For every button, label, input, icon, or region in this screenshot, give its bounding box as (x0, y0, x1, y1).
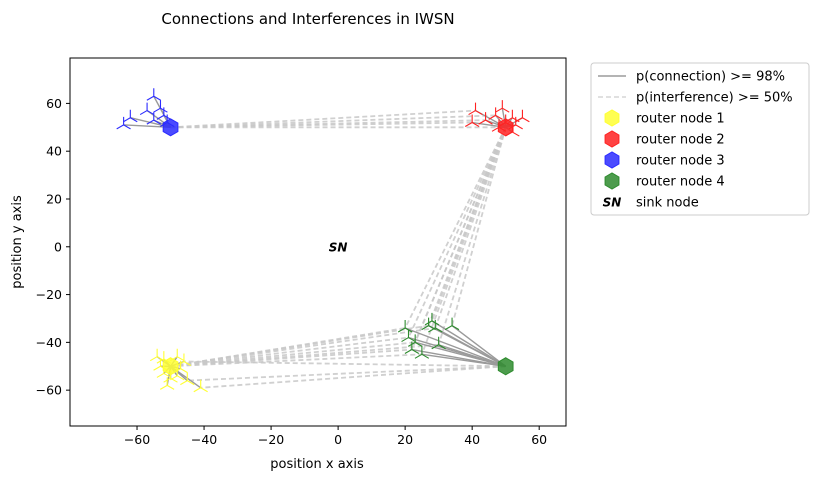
legend-label: router node 1 (636, 112, 725, 127)
legend-entry: router node 4 (604, 172, 725, 190)
x-tick-label: 60 (531, 432, 547, 447)
legend: p(connection) >= 98% p(interference) >= 5… (590, 62, 810, 216)
connection-link (451, 325, 507, 367)
legend-entry: p(interference) >= 50% (598, 91, 793, 106)
interference-link (170, 353, 422, 368)
interference-link (170, 114, 496, 129)
y-tick-label: 60 (46, 96, 62, 111)
sensor-marker (149, 348, 165, 362)
x-axis-label: position x axis (270, 457, 364, 472)
chart-title: Connections and Interferences in IWSN (161, 10, 454, 28)
marks-layer: SN (116, 88, 530, 393)
x-tick-label: −20 (258, 432, 284, 447)
sensor-marker (428, 320, 443, 333)
connection-link (421, 353, 506, 367)
sensor-marker (153, 100, 168, 113)
sensor-marker (488, 107, 503, 120)
sensor-marker (401, 329, 416, 343)
sensor-marker (464, 114, 480, 127)
legend-entry: SN sink node (603, 196, 699, 211)
legend-label: sink node (636, 196, 699, 211)
sensor-marker (146, 88, 161, 101)
router-marker (497, 118, 514, 137)
router-marker (162, 357, 179, 376)
y-tick-label: 40 (46, 144, 62, 159)
sensor-marker (123, 109, 138, 123)
interference-link (200, 365, 506, 389)
interference-link (170, 109, 476, 129)
sensor-marker (431, 336, 446, 350)
interference-link (431, 126, 507, 322)
x-tick-label: 40 (464, 432, 480, 447)
x-tick-label: −60 (124, 432, 150, 447)
sensor-marker (180, 372, 195, 386)
y-tick-label: −40 (36, 335, 62, 350)
y-tick-label: −20 (36, 287, 62, 302)
legend-entry: router node 2 (604, 130, 725, 148)
interference-link (434, 127, 507, 329)
sensor-marker (495, 100, 510, 113)
legend-label: router node 3 (636, 154, 725, 169)
interference-link (451, 127, 507, 326)
interference-link (407, 126, 507, 338)
sensor-marker (146, 112, 161, 125)
sensor-marker (193, 379, 208, 393)
interference-link (183, 360, 506, 368)
x-axis: −60 −40 −20 0 20 40 60 (124, 426, 547, 447)
sensor-marker (407, 334, 423, 347)
legend-label: router node 2 (636, 133, 725, 148)
legend-label: p(connection) >= 98% (636, 70, 785, 85)
sensor-marker (444, 317, 460, 331)
interference-link (187, 365, 506, 382)
interference-link (404, 126, 507, 329)
y-axis: −60 −40 −20 0 20 40 60 (36, 96, 70, 398)
sensor-marker (176, 353, 192, 366)
interference-link (437, 127, 507, 346)
sensor-marker (404, 341, 420, 355)
legend-label: p(interference) >= 50% (636, 91, 793, 106)
connection-link (431, 320, 507, 367)
y-tick-label: 0 (54, 239, 62, 254)
connection-link (404, 327, 506, 367)
legend-entry: p(connection) >= 98% (598, 70, 785, 85)
svg-text:SN: SN (603, 196, 622, 210)
plot-frame (69, 57, 567, 427)
sensor-marker (116, 116, 131, 130)
legend-entry: router node 1 (604, 109, 725, 127)
interference-link (170, 341, 416, 368)
sensor-marker (478, 112, 493, 125)
x-tick-label: 0 (334, 432, 342, 447)
legend-frame (590, 62, 810, 216)
links-layer (123, 95, 523, 389)
legend-entry: router node 3 (604, 151, 725, 169)
sensor-marker (515, 109, 530, 123)
router-marker (497, 357, 514, 376)
x-tick-label: 20 (397, 432, 413, 447)
interference-link (414, 126, 507, 343)
y-tick-label: 20 (46, 191, 62, 206)
router-marker (162, 118, 179, 137)
sensor-marker (468, 102, 483, 116)
sensor-marker (139, 102, 155, 116)
sensor-marker (414, 346, 430, 359)
x-tick-label: −40 (191, 432, 217, 447)
connection-link (415, 341, 506, 367)
legend-label: router node 4 (636, 175, 725, 190)
sensor-marker (424, 312, 440, 326)
sensor-marker (397, 320, 413, 333)
sensor-marker (159, 377, 175, 390)
y-tick-label: −60 (36, 383, 62, 398)
sink-node-marker: SN (329, 240, 348, 254)
y-axis-label: position y axis (10, 195, 25, 289)
connection-link (434, 327, 507, 367)
interference-link (170, 327, 436, 368)
